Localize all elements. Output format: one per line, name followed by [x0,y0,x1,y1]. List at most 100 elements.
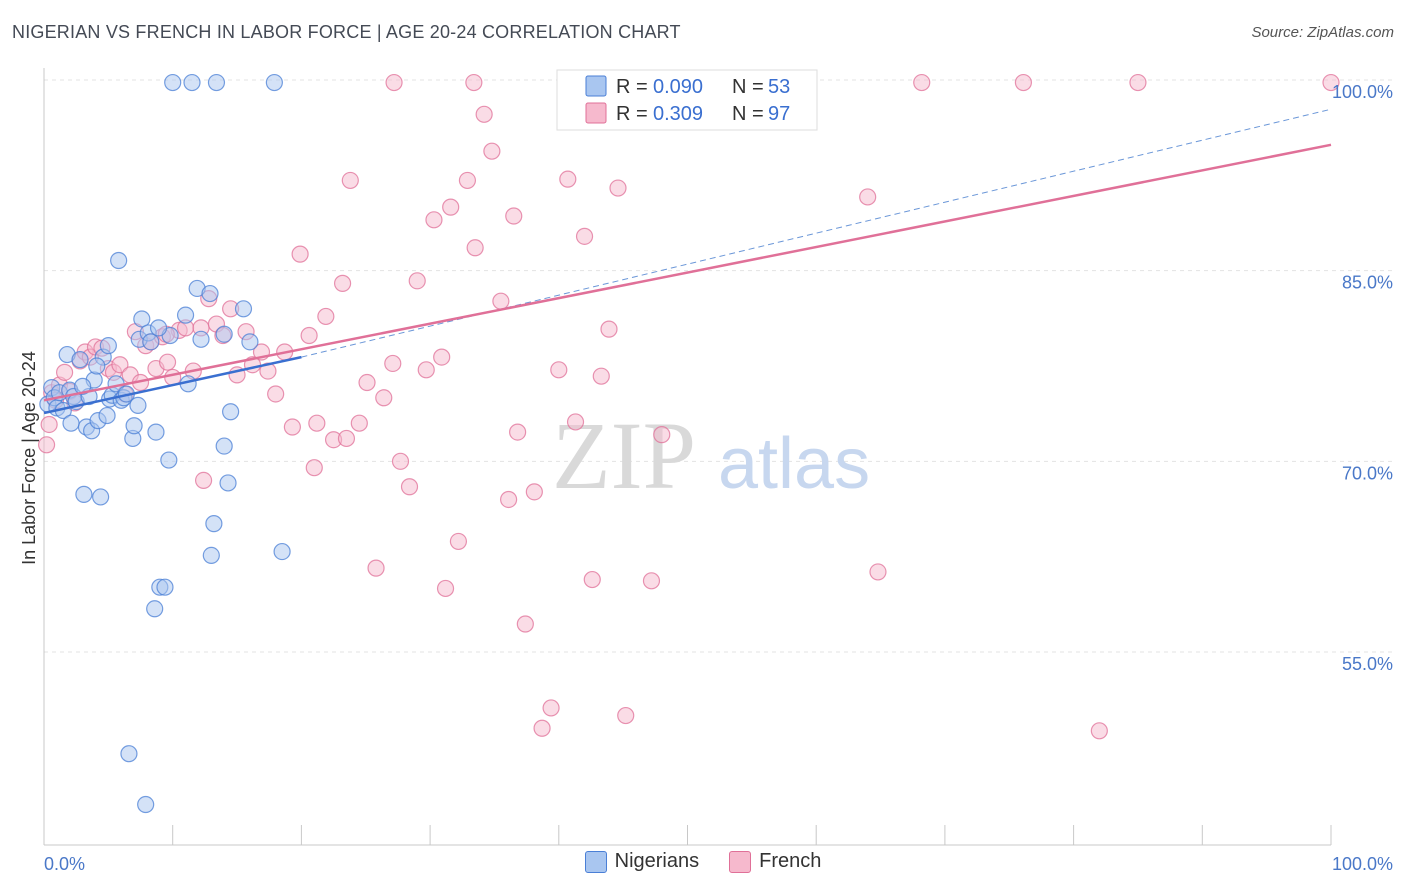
legend-french-n-label: N = [732,103,764,125]
nigerians-point [125,417,143,435]
nigerians-point [273,542,291,561]
y-tick-label-70: 70.0% [1342,463,1393,483]
legend-french-r-value: 0.309 [653,103,703,125]
nigerians-point [183,73,201,92]
nigerians-point [205,515,223,533]
french-point [609,179,627,197]
axes [43,68,1332,846]
french-point [436,579,455,598]
nigerians-point [142,333,160,351]
nigerians-point [133,310,151,328]
nigerians-point [98,406,116,425]
french-point [337,429,356,448]
x-tick-label-0: 0.0% [44,854,85,874]
french-point [869,563,887,581]
nigerians-point [219,474,237,492]
chart-source: Source: ZipAtlas.com [1251,24,1394,41]
french-point [449,532,468,551]
french-point [317,307,335,326]
french-point [385,73,403,92]
legend-nigerians-r-value: 0.090 [653,76,703,98]
french-point [55,363,74,381]
french-point [859,188,877,206]
french-point [425,211,443,229]
nigerians-point [146,600,164,618]
nigerians-point [92,488,110,506]
french-point [575,227,594,245]
french-point [194,471,213,489]
bottom-legend-nigerians-swatch [584,850,607,873]
nigerians-point [62,414,80,432]
french-point [466,239,484,257]
legend-french-n-value: 97 [768,103,790,125]
nigerians-point [215,325,233,343]
french-point [913,73,931,92]
nigerians-point [234,300,253,318]
nigerians-point [88,357,106,375]
french-point [267,385,285,403]
nigerians-point [129,396,147,415]
nigerians-point [201,284,219,303]
legend-nigerians-swatch [585,75,607,97]
nigerians-point [202,546,220,564]
nigerians-point [74,377,92,395]
legend-nigerians-r-label: R = [616,76,648,98]
y-tick-labels: 55.0% 70.0% 85.0% 100.0% [1332,82,1393,674]
nigerians-point [265,73,283,92]
series-nigerians-points [39,73,291,814]
watermark-atlas: atlas [718,424,870,504]
french-point [642,572,661,590]
french-point [505,207,523,225]
french-point [391,452,410,470]
french-point [308,414,326,432]
french-point [566,413,585,431]
french-point [492,292,510,310]
bottom-legend-french: French [729,850,821,873]
french-point [475,105,493,123]
french-point [417,361,435,379]
french-point [516,615,534,633]
nigerians-trend-line [43,355,302,415]
french-point [37,436,56,454]
nigerians-point [192,330,210,348]
nigerians-point [164,73,182,92]
french-trend-line [43,143,1332,402]
y-tick-label-55: 55.0% [1342,654,1393,674]
french-point [333,274,352,292]
french-point [583,570,601,589]
nigerians-point [222,403,240,421]
nigerians-point [71,351,89,369]
bottom-legend: Nigerians French [0,850,1406,873]
french-point [305,459,323,477]
french-point [1322,73,1340,92]
french-point [358,373,376,392]
french-point [341,171,359,190]
nigerians-trend-extension [301,108,1332,358]
bottom-legend-nigerians: Nigerians [584,850,699,873]
nigerians-point [207,73,226,92]
nigerians-point [156,578,174,596]
french-point [509,423,527,441]
legend-nigerians-n-label: N = [732,76,764,98]
french-point [653,426,671,444]
legend-nigerians-n-value: 53 [768,76,790,98]
bottom-legend-french-swatch [729,850,752,873]
french-point [111,356,129,374]
french-point [592,367,610,385]
nigerians-point [241,333,259,351]
french-point [533,719,551,737]
nigerians-point [149,319,168,337]
nigerians-point [215,437,233,455]
nigerians-point [99,337,117,355]
french-point [400,478,419,496]
french-point [458,171,477,190]
chart-title: NIGERIAN VS FRENCH IN LABOR FORCE | AGE … [12,22,681,42]
french-point [408,272,426,290]
bottom-legend-french-label: French [759,850,822,872]
french-point [559,170,577,188]
nigerians-point [147,423,165,441]
french-point [300,326,318,345]
y-axis-title: In Labor Force | Age 20-24 [19,351,39,565]
french-point [259,362,277,380]
